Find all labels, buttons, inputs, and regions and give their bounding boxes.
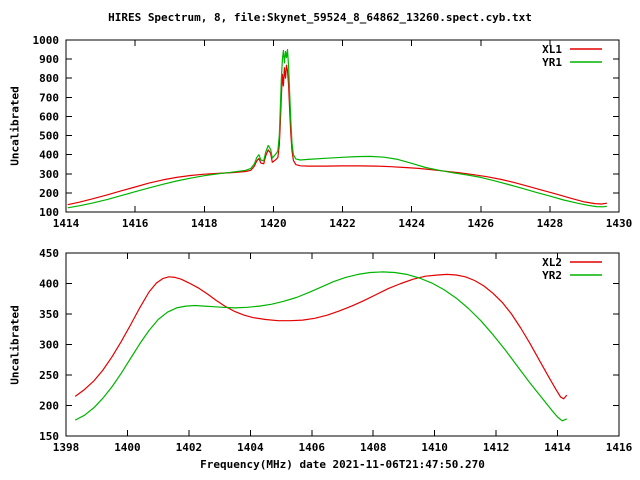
x-tick-label: 1406 xyxy=(299,441,326,454)
y-tick-label: 1000 xyxy=(33,34,60,47)
y-tick-label: 700 xyxy=(39,91,59,104)
series-XL2 xyxy=(74,273,568,400)
top-spectrum-plot: 1414 1416 1418 1420 1422 1424 1426 1428 1430 100 2… xyxy=(33,34,633,230)
x-tick-label: 1418 xyxy=(191,217,218,230)
series-YR1 xyxy=(67,48,607,209)
x-tick-label: 1422 xyxy=(329,217,356,230)
y-tick-label: 300 xyxy=(39,339,59,352)
x-tick-label: 1416 xyxy=(122,217,149,230)
x-tick-label: 1414 xyxy=(53,217,80,230)
legend-label-YR1: YR1 xyxy=(542,56,562,69)
y-tick-label: 350 xyxy=(39,308,59,321)
y-tick-label: 800 xyxy=(39,72,59,85)
y-tick-label: 200 xyxy=(39,400,59,413)
y-tick-label: 100 xyxy=(39,206,59,219)
x-tick-label: 1402 xyxy=(176,441,203,454)
y-tick-label: 450 xyxy=(39,247,59,260)
y-tick-label: 400 xyxy=(39,149,59,162)
legend-label-XL1: XL1 xyxy=(542,43,562,56)
x-tick-label: 1410 xyxy=(421,441,448,454)
chart-title: HIRES Spectrum, 8, file:Skynet_59524_8_6… xyxy=(108,11,532,24)
x-tick-label: 1404 xyxy=(237,441,264,454)
x-tick-label: 1430 xyxy=(606,217,633,230)
legend-label-XL2: XL2 xyxy=(542,256,562,269)
x-tick-label: 1408 xyxy=(360,441,387,454)
y-tick-label: 400 xyxy=(39,278,59,291)
bottom-spectrum-plot-border xyxy=(65,252,620,437)
x-tick-label: 1426 xyxy=(468,217,495,230)
y-tick-label: 900 xyxy=(39,53,59,66)
x-tick-label: 1424 xyxy=(398,217,425,230)
x-tick-label: 1412 xyxy=(483,441,510,454)
x-tick-label: 1400 xyxy=(114,441,141,454)
y-tick-label: 600 xyxy=(39,110,59,123)
bottom-spectrum-plot: 1398 1400 1402 1404 1406 1408 1410 1412 1414 1416… xyxy=(39,247,632,454)
x-tick-label: 1398 xyxy=(53,441,80,454)
x-tick-label: 1414 xyxy=(544,441,571,454)
series-XL1 xyxy=(67,64,607,206)
x-tick-label: 1420 xyxy=(260,217,287,230)
y-tick-label: 250 xyxy=(39,369,59,382)
y-tick-label: 300 xyxy=(39,168,59,181)
legend-label-YR2: YR2 xyxy=(542,269,562,282)
top-spectrum-plot-border xyxy=(65,39,620,213)
x-axis-label: Frequency(MHz) date 2021-11-06T21:47:50.… xyxy=(200,458,485,471)
y-tick-label: 150 xyxy=(39,430,59,443)
x-tick-label: 1416 xyxy=(606,441,633,454)
series-YR2 xyxy=(74,271,568,422)
y-tick-label: 200 xyxy=(39,187,59,200)
x-tick-label: 1428 xyxy=(537,217,564,230)
y-tick-label: 500 xyxy=(39,130,59,143)
